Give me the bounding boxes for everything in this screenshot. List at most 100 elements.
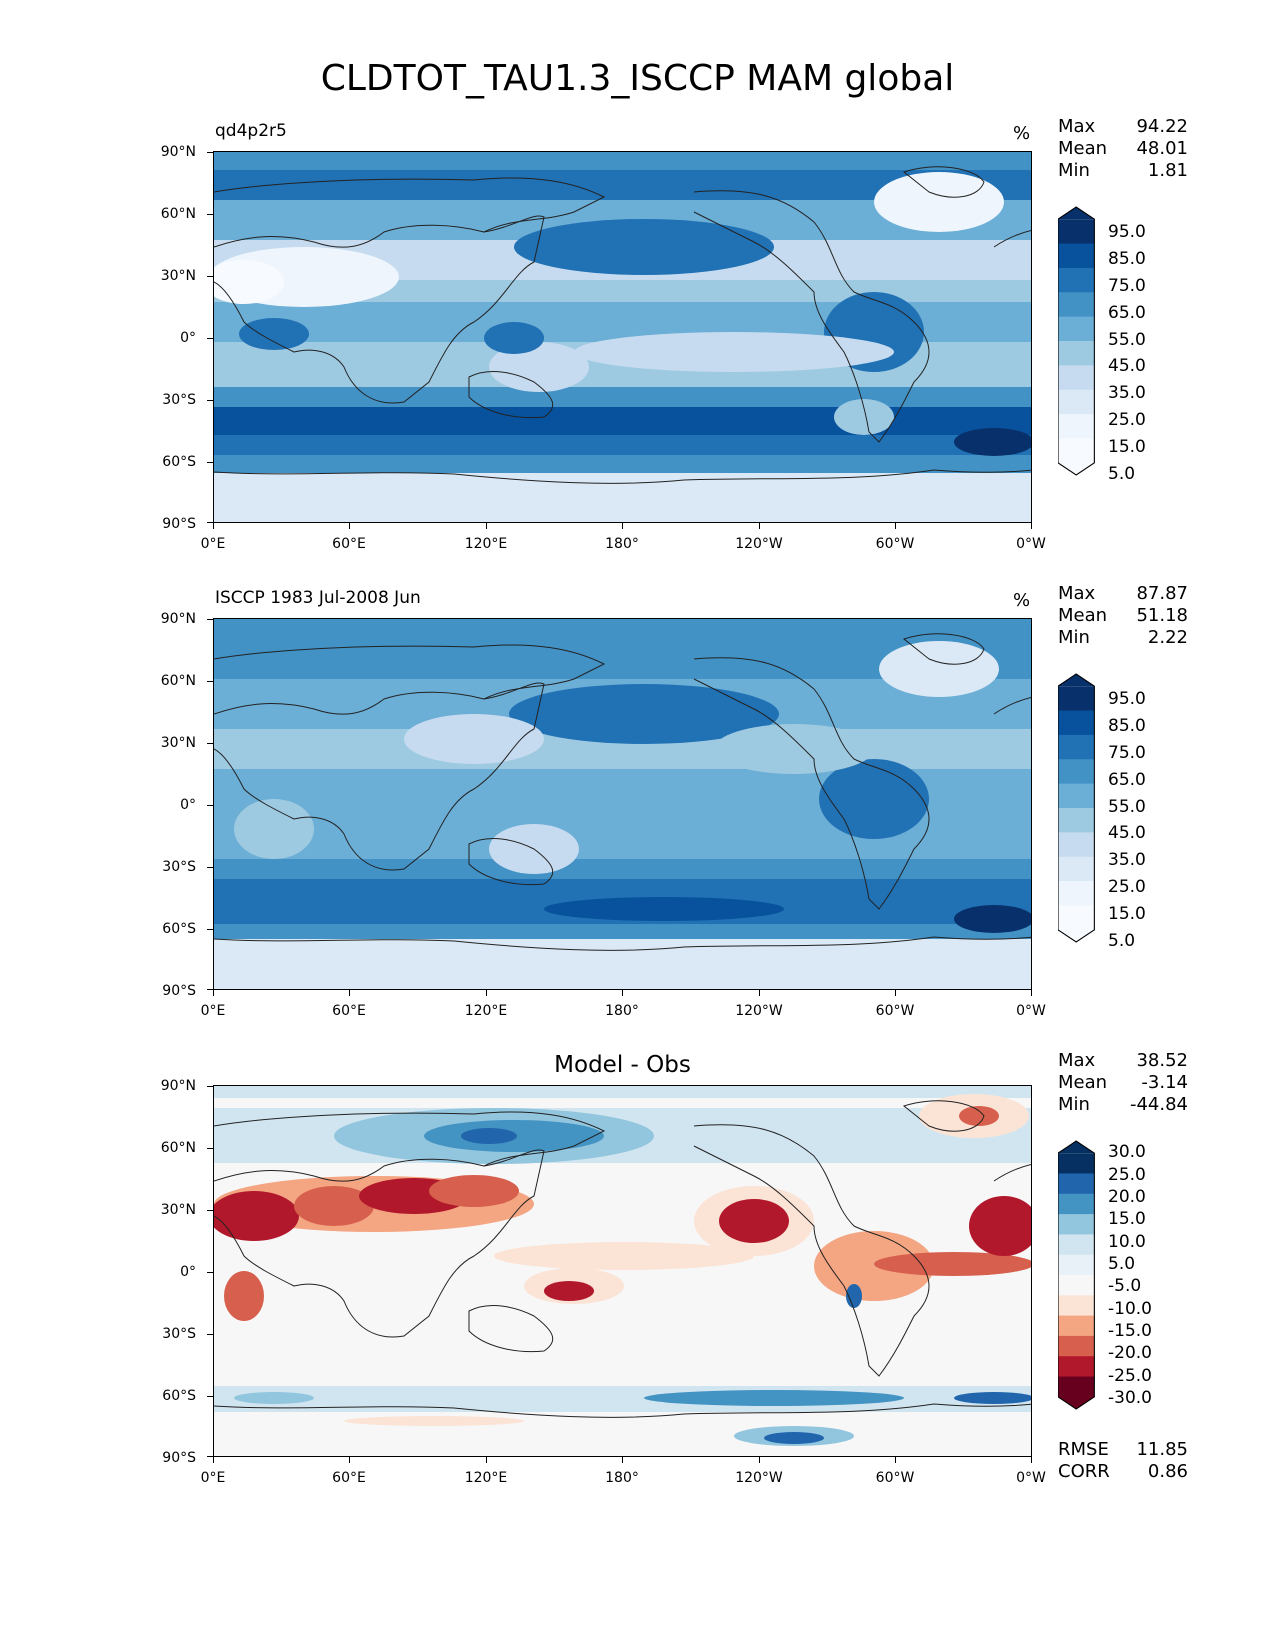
lon-tick-label: 0°E — [200, 536, 226, 552]
colorbar-segment — [1058, 856, 1095, 882]
lat-tick-label: 90°S — [162, 983, 196, 999]
colorbar-extend-top — [1058, 1140, 1095, 1154]
colorbar-segment — [1058, 243, 1095, 269]
lon-tick-label: 120°E — [464, 1003, 508, 1019]
stat-label: Min — [1058, 627, 1090, 648]
colorbar-extend-bottom — [1058, 1396, 1095, 1410]
colorbar-segment — [1058, 1356, 1095, 1377]
colorbar-extend-bottom — [1058, 462, 1095, 476]
stat-value: 51.18 — [1136, 605, 1188, 626]
colorbar-outline — [1058, 206, 1095, 476]
colorbar-segment — [1058, 1214, 1095, 1235]
units-label: % — [1013, 590, 1031, 611]
colorbar-segment — [1058, 1335, 1095, 1357]
colorbar-tick-label: 20.0 — [1108, 1186, 1146, 1207]
lat-tick-label: 30°N — [160, 735, 196, 751]
colorbar-tick-label: 65.0 — [1108, 302, 1146, 323]
lon-tick-label: 120°W — [735, 536, 783, 552]
colorbar-tick-label: 55.0 — [1108, 796, 1146, 817]
lat-tick-label: 90°N — [160, 144, 196, 160]
colorbar-tick-label: 85.0 — [1108, 716, 1146, 737]
lon-tick-label: 180° — [605, 1003, 639, 1019]
stat-label: Min — [1058, 1094, 1090, 1115]
colorbar-tick-label: 35.0 — [1108, 850, 1146, 871]
lon-tick-label: 0°E — [200, 1003, 226, 1019]
lat-tick-label: 0° — [180, 797, 196, 813]
panel-left-title: qd4p2r5 — [215, 121, 287, 141]
lat-tick-label: 60°S — [162, 1388, 196, 1404]
map-obs — [213, 618, 1032, 990]
stat-value: -3.14 — [1141, 1072, 1188, 1093]
stat-label: RMSE — [1058, 1439, 1109, 1460]
colorbar — [1058, 673, 1095, 943]
colorbar-tick-label: 15.0 — [1108, 1209, 1146, 1230]
colorbar-segment — [1058, 1275, 1095, 1296]
map-field-model — [214, 152, 1031, 522]
lat-tick-label: 60°S — [162, 921, 196, 937]
stat-value: -44.84 — [1129, 1094, 1188, 1115]
lat-tick-label: 60°N — [160, 1140, 196, 1156]
colorbar-segment — [1058, 1193, 1095, 1215]
stats-box: Max 38.52 Mean -3.14 Min -44.84 — [1058, 1050, 1188, 1116]
map-diff — [213, 1085, 1032, 1457]
colorbar-tick-label: 25.0 — [1108, 410, 1146, 431]
lon-tick-label: 60°W — [875, 1003, 915, 1019]
colorbar-segment — [1058, 808, 1095, 833]
lat-tick-label: 0° — [180, 330, 196, 346]
colorbar-segment — [1058, 710, 1095, 736]
lat-tick-label: 90°N — [160, 1078, 196, 1094]
colorbar-tick-label: -10.0 — [1108, 1298, 1152, 1319]
lon-tick-label: 0°W — [1016, 1003, 1046, 1019]
colorbar-tick-label: 95.0 — [1108, 222, 1146, 243]
lon-tick-label: 0°W — [1016, 1470, 1046, 1486]
lon-tick-label: 120°W — [735, 1470, 783, 1486]
colorbar-segment — [1058, 1173, 1095, 1195]
colorbar-tick-label: 45.0 — [1108, 356, 1146, 377]
colorbar-tick-label: 25.0 — [1108, 1164, 1146, 1185]
stat-label: Mean — [1058, 1072, 1108, 1093]
colorbar-segment — [1058, 783, 1095, 809]
colorbar-tick-label: -15.0 — [1108, 1320, 1152, 1341]
colorbar-tick-label: -20.0 — [1108, 1343, 1152, 1364]
colorbar-segment — [1058, 1376, 1095, 1398]
colorbar-segment — [1058, 292, 1095, 318]
stat-value: 1.81 — [1147, 160, 1188, 181]
colorbar-segment — [1058, 832, 1095, 858]
lat-tick-label: 0° — [180, 1264, 196, 1280]
lon-tick-label: 60°W — [875, 536, 915, 552]
stat-value: 48.01 — [1136, 138, 1188, 159]
lon-tick-label: 120°E — [464, 536, 508, 552]
stat-label: Max — [1058, 1050, 1096, 1071]
colorbar-tick-label: 85.0 — [1108, 249, 1146, 270]
stat-label: Max — [1058, 116, 1096, 137]
stat-value: 38.52 — [1136, 1050, 1188, 1071]
colorbar-tick-label: 5.0 — [1108, 930, 1136, 951]
lat-tick-label: 60°N — [160, 673, 196, 689]
lat-tick-label: 90°N — [160, 611, 196, 627]
stat-label: Min — [1058, 160, 1090, 181]
stats-box: Max 87.87 Mean 51.18 Min 2.22 — [1058, 583, 1188, 649]
colorbar-tick-label: 45.0 — [1108, 823, 1146, 844]
colorbar-segment — [1058, 1295, 1095, 1317]
stat-label: Mean — [1058, 605, 1108, 626]
stat-value: 11.85 — [1136, 1439, 1188, 1460]
lat-tick-label: 30°S — [162, 392, 196, 408]
lon-tick-label: 60°W — [875, 1470, 915, 1486]
units-label: % — [1013, 123, 1031, 144]
stat-value: 2.22 — [1147, 627, 1188, 648]
map-model — [213, 151, 1032, 523]
stat-label: Mean — [1058, 138, 1108, 159]
stats-box: Max 94.22 Mean 48.01 Min 1.81 — [1058, 116, 1188, 182]
colorbar-segment — [1058, 686, 1095, 711]
lat-tick-label: 60°N — [160, 206, 196, 222]
colorbar-segment — [1058, 389, 1095, 415]
panel-center-title: Model - Obs — [554, 1052, 691, 1078]
lat-tick-label: 90°S — [162, 1450, 196, 1466]
colorbar-outline — [1058, 673, 1095, 943]
colorbar-segment — [1058, 734, 1095, 760]
lon-tick-label: 60°E — [332, 536, 366, 552]
lat-tick-label: 90°S — [162, 516, 196, 532]
figure-title: CLDTOT_TAU1.3_ISCCP MAM global — [320, 58, 955, 99]
colorbar-segment — [1058, 365, 1095, 391]
colorbar-tick-label: 15.0 — [1108, 903, 1146, 924]
